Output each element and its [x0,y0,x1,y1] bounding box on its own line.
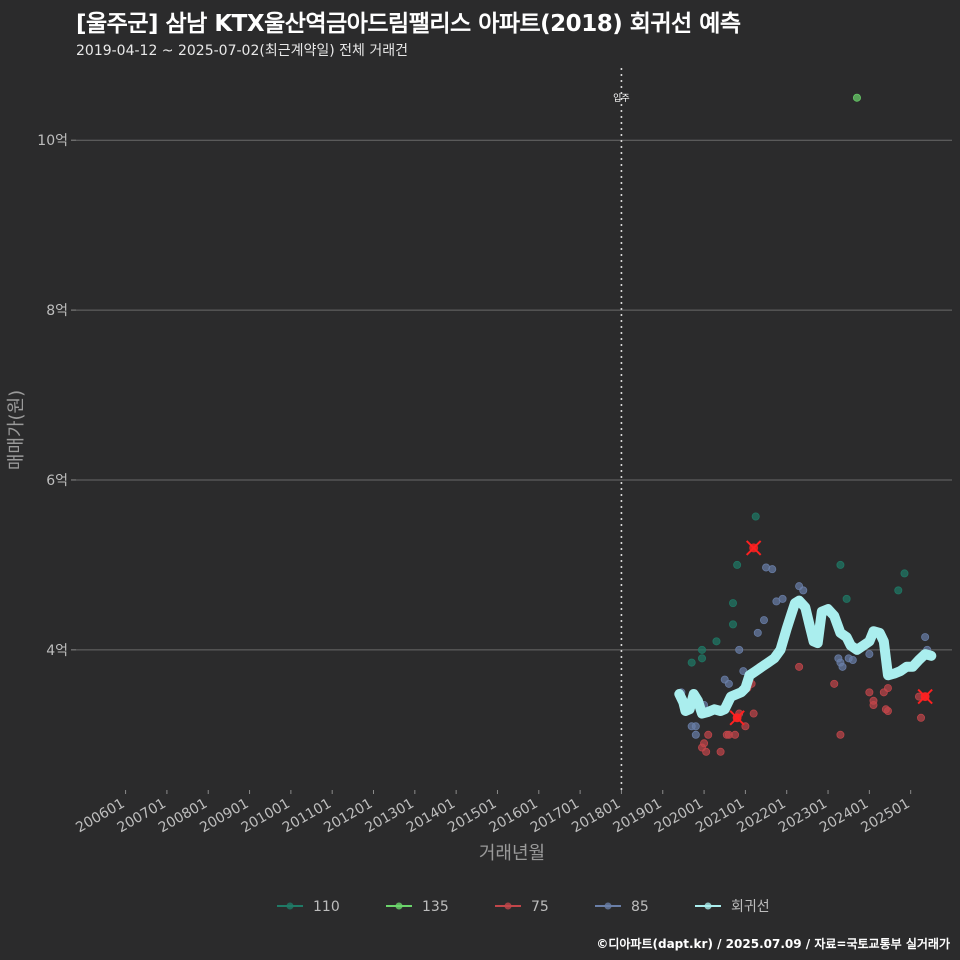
data-point-110 [733,560,742,569]
highlight-markers [729,540,933,726]
data-point-110 [698,645,707,654]
data-point-75 [700,739,709,748]
data-point-110 [900,569,909,578]
data-point-85 [848,656,857,665]
legend-label: 135 [422,899,449,915]
data-point-75 [716,747,725,756]
data-point-85 [778,594,787,603]
data-point-135 [852,93,861,102]
data-point-110 [687,658,696,667]
y-tick-label: 4억 [46,643,68,659]
highlight-cross [745,540,762,556]
legend-key-dot [604,902,612,910]
data-point-85 [865,650,874,659]
regression-line [674,595,937,719]
data-point-85 [768,565,777,574]
x-axis-ticks: 2006012007012008012009012010012011012012… [73,790,913,836]
data-point-85 [724,679,733,688]
data-point-110 [729,620,738,629]
data-point-110 [751,512,760,521]
data-point-75 [731,730,740,739]
legend-label: 회귀선 [731,899,770,915]
data-point-85 [735,645,744,654]
annotation-layer: 입주 [613,68,630,790]
legend-key-dot [704,902,712,910]
regression-layer [674,595,937,719]
data-point-75 [702,747,711,756]
y-axis-ticks: 4억 6억 8억 10억 [37,133,76,659]
data-point-75 [704,730,713,739]
data-point-110 [729,599,738,608]
chart-title: [울주군] 삼남 KTX울산역금아드림팰리스 아파트(2018) 회귀선 예측 [76,11,741,37]
data-point-85 [799,586,808,595]
grid-layer [76,139,952,651]
source-caption: ©디아파트(dapt.kr) / 2025.07.09 / 자료=국토교통부 실… [596,937,950,951]
data-point-75 [869,701,878,710]
data-point-75 [749,709,758,718]
data-point-110 [836,560,845,569]
data-point-85 [921,633,930,642]
y-axis-title: 매매가(원) [6,390,27,470]
y-tick-label: 10억 [37,133,68,149]
data-point-85 [691,730,700,739]
chart-subtitle: 2019-04-12 ~ 2025-07-02(최근계약일) 전체 거래건 [76,43,408,59]
x-axis-title: 거래년월 [479,843,545,864]
data-point-85 [838,662,847,671]
legend-label: 85 [631,899,649,915]
legend-key-dot [395,902,403,910]
legend-label: 110 [313,899,340,915]
data-point-75 [865,688,874,697]
data-points [677,93,932,756]
data-point-85 [759,616,768,625]
data-point-75 [883,684,892,693]
move-in-label: 입주 [613,92,630,104]
data-point-75 [883,707,892,716]
highlight-cross [729,710,745,726]
data-point-75 [795,662,804,671]
data-point-110 [712,637,721,646]
data-point-85 [691,722,700,731]
y-tick-label: 8억 [46,303,68,319]
legend-key-dot [504,902,512,910]
legend-label: 75 [531,899,549,915]
data-point-75 [830,679,839,688]
data-point-75 [917,713,926,722]
data-point-85 [753,628,762,637]
y-tick-label: 6억 [46,473,68,489]
data-point-110 [698,654,707,663]
highlight-cross [917,688,933,705]
legend-key-dot [286,902,294,910]
data-point-110 [894,586,903,595]
data-point-110 [842,594,851,603]
data-point-75 [836,730,845,739]
legend: 110 135 75 85 회귀선 [277,899,770,915]
